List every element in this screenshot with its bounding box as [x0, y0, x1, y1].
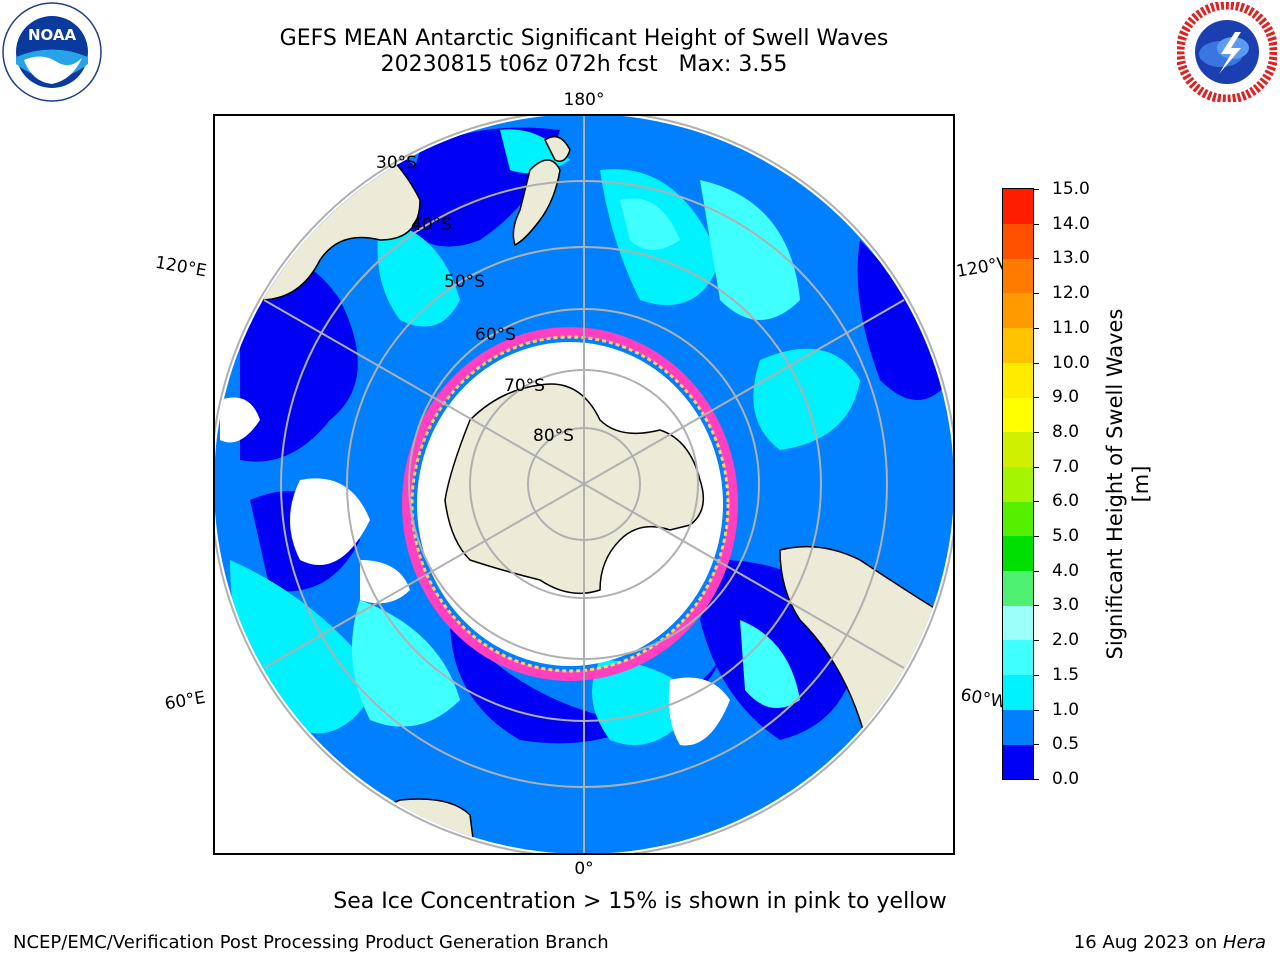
colorbar-tick-mark: [1033, 709, 1039, 711]
colorbar-tick-label: 11.0: [1052, 317, 1090, 338]
colorbar-tick-mark: [1033, 779, 1039, 780]
colorbar-tick-mark: [1033, 536, 1039, 538]
noaa-logo-text: NOAA: [28, 26, 77, 44]
colorbar-tick-label: 15.0: [1052, 179, 1090, 199]
colorbar-cell: [1003, 189, 1033, 224]
colorbar-tick-label: 4.0: [1052, 560, 1080, 581]
colorbar-tick-mark: [1033, 327, 1039, 329]
lon-label-120e: 120°E: [154, 253, 208, 282]
colorbar-tick-label: 0.5: [1052, 734, 1080, 755]
chart-subtitle: 20230815 t06z 072h fcst Max: 3.55: [380, 52, 788, 77]
colorbar-cell: [1003, 258, 1033, 294]
colorbar-cell: [1003, 362, 1033, 398]
sea-ice-note: Sea Ice Concentration > 15% is shown in …: [333, 889, 947, 914]
longitude-gridlines: [263, 115, 905, 854]
colorbar-cell: [1003, 570, 1033, 606]
colorbar-tick-label: 8.0: [1052, 421, 1080, 442]
colorbar-tick-mark: [1033, 431, 1039, 433]
colorbar-tick-mark: [1033, 570, 1039, 572]
colorbar-title: Significant Height of Swell Waves [m]: [1103, 308, 1153, 660]
footer-date: 16 Aug 2023 on Hera: [1074, 932, 1266, 953]
lon-label-60e: 60°E: [163, 688, 207, 715]
colorbar-cell: [1003, 223, 1033, 259]
colorbar-tick-mark: [1033, 362, 1039, 364]
noaa-logo: NOAA: [2, 2, 102, 102]
colorbar-cell: [1003, 397, 1033, 433]
colorbar-tick-label: 14.0: [1052, 213, 1090, 234]
map-frame: [213, 114, 955, 855]
lat-label-50s: 50°S: [444, 272, 485, 292]
lat-label-40s: 40°S: [411, 215, 452, 235]
colorbar-tick-mark: [1033, 674, 1039, 676]
colorbar-tick-label: 1.0: [1052, 699, 1080, 720]
colorbar-tick-label: 3.0: [1052, 595, 1080, 616]
colorbar-tick-mark: [1033, 640, 1039, 642]
lon-label-0: 0°: [574, 859, 593, 879]
colorbar-tick-mark: [1033, 605, 1039, 607]
new-zealand-landmass: [512, 159, 561, 247]
colorbar-cell: [1003, 605, 1033, 641]
lon-label-180: 180°: [564, 90, 605, 110]
colorbar-cell: [1003, 293, 1033, 329]
colorbar-tick-mark: [1033, 501, 1039, 503]
colorbar: [1002, 188, 1034, 780]
colorbar-tick-mark: [1033, 189, 1039, 190]
colorbar-cell: [1003, 709, 1033, 745]
colorbar-tick-label: 12.0: [1052, 283, 1090, 304]
colorbar-tick-label: 0.0: [1052, 769, 1080, 789]
lat-label-70s: 70°S: [504, 376, 545, 396]
footer-host: Hera: [1222, 932, 1266, 953]
lat-label-80s: 80°S: [533, 426, 574, 446]
colorbar-tick-label: 5.0: [1052, 526, 1080, 547]
colorbar-tick-mark: [1033, 744, 1039, 746]
chart-title: GEFS MEAN Antarctic Significant Height o…: [279, 26, 889, 51]
colorbar-cell: [1003, 744, 1033, 780]
colorbar-tick-label: 6.0: [1052, 491, 1080, 512]
colorbar-tick-mark: [1033, 397, 1039, 399]
footer-date-text: 16 Aug 2023 on: [1073, 932, 1223, 953]
colorbar-cell: [1003, 327, 1033, 363]
colorbar-tick-label: 9.0: [1052, 387, 1080, 408]
colorbar-cell: [1003, 466, 1033, 502]
colorbar-tick-label: 13.0: [1052, 248, 1090, 269]
colorbar-tick-label: 2.0: [1052, 630, 1080, 651]
colorbar-cell: [1003, 536, 1033, 572]
colorbar-tick-label: 1.5: [1052, 664, 1080, 685]
colorbar-cell: [1003, 640, 1033, 676]
colorbar-tick-mark: [1033, 293, 1039, 295]
colorbar-cell: [1003, 674, 1033, 710]
colorbar-tick-mark: [1033, 466, 1039, 468]
lat-label-30s: 30°S: [376, 153, 417, 173]
colorbar-tick-mark: [1033, 258, 1039, 260]
national-weather-service-logo: [1177, 2, 1277, 102]
colorbar-cell: [1003, 501, 1033, 537]
chart-title-block: GEFS MEAN Antarctic Significant Height o…: [184, 26, 984, 78]
footer-credit: NCEP/EMC/Verification Post Processing Pr…: [13, 932, 609, 953]
colorbar-cell: [1003, 431, 1033, 467]
colorbar-tick-label: 7.0: [1052, 456, 1080, 477]
sea-ice-edge: [402, 327, 738, 681]
colorbar-tick-mark: [1033, 223, 1039, 225]
lat-label-60s: 60°S: [475, 325, 516, 345]
colorbar-tick-label: 10.0: [1052, 352, 1090, 373]
